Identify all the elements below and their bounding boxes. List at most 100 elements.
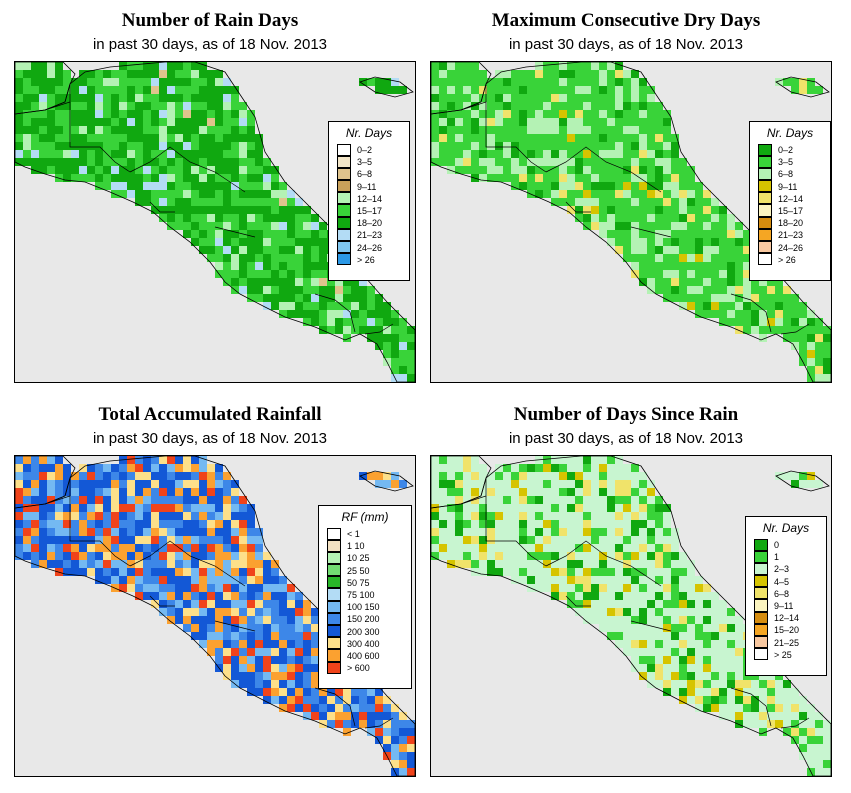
legend-label: > 25 bbox=[774, 649, 792, 660]
legend-item: 18–20 bbox=[337, 216, 401, 229]
legend-swatch bbox=[337, 192, 351, 205]
legend-dry-days: Nr. Days 0–2 3–5 6–8 9–11 12–14 15–17 18–20 21–… bbox=[749, 121, 831, 281]
legend-swatch bbox=[337, 204, 351, 217]
legend-item: 75 100 bbox=[327, 588, 403, 601]
legend-label: 50 75 bbox=[347, 577, 370, 588]
legend-swatch bbox=[327, 649, 341, 662]
legend-item: 6–8 bbox=[337, 167, 401, 181]
panel-dry-days: Maximum Consecutive Dry Days in past 30 … bbox=[416, 0, 836, 396]
legend-item: 1 bbox=[754, 550, 818, 563]
legend-label: 9–11 bbox=[357, 181, 377, 192]
map-canvas bbox=[15, 62, 415, 382]
legend-item: 100 150 bbox=[327, 600, 403, 613]
legend-item: 300 400 bbox=[327, 637, 403, 650]
legend-swatch bbox=[758, 167, 772, 181]
legend-item: 12–14 bbox=[754, 611, 818, 624]
legend-item: 200 300 bbox=[327, 625, 403, 638]
country-border bbox=[565, 595, 591, 607]
legend-swatch bbox=[758, 143, 772, 156]
legend-label: 6–8 bbox=[357, 169, 373, 180]
legend-since-rain: Nr. Days 0 1 2–3 4–5 6–8 9–11 12–14 15–20 21–25 >… bbox=[745, 516, 827, 676]
coastline bbox=[15, 62, 415, 382]
legend-swatch bbox=[337, 241, 351, 254]
country-border bbox=[364, 717, 394, 729]
map-grid-cells bbox=[431, 456, 831, 776]
legend-swatch bbox=[754, 636, 768, 649]
legend-swatch bbox=[327, 612, 341, 625]
legend-label: 6–8 bbox=[774, 588, 790, 599]
country-border bbox=[129, 540, 246, 587]
legend-item: 0–2 bbox=[758, 143, 822, 156]
legend-label: 1 10 bbox=[347, 541, 365, 552]
legend-label: 400 600 bbox=[347, 650, 380, 661]
legend-swatch bbox=[337, 167, 351, 181]
legend-label: 15–20 bbox=[774, 625, 800, 636]
coastline bbox=[431, 62, 831, 382]
legend-heading: Nr. Days bbox=[766, 126, 814, 140]
legend-swatch bbox=[758, 228, 772, 241]
legend-item: 9–11 bbox=[758, 180, 822, 193]
legend-label: 10 25 bbox=[347, 553, 370, 564]
legend-item: 0–2 bbox=[337, 143, 401, 156]
legend-swatch bbox=[754, 562, 768, 576]
country-border bbox=[780, 323, 810, 335]
panel-title: Number of Rain Days bbox=[121, 10, 299, 31]
legend-swatch bbox=[758, 180, 772, 193]
legend-label: 1 bbox=[774, 552, 780, 563]
legend-label: 12–14 bbox=[357, 193, 383, 204]
legend-swatch bbox=[327, 661, 341, 674]
legend-item: 4–5 bbox=[754, 575, 818, 588]
country-border bbox=[314, 293, 356, 333]
legend-label: 200 300 bbox=[347, 626, 380, 637]
legend-swatch bbox=[337, 228, 351, 241]
legend-item: 150 200 bbox=[327, 612, 403, 625]
legend-swatch bbox=[758, 155, 772, 168]
legend-label: 21–25 bbox=[774, 637, 800, 648]
country-border bbox=[149, 595, 175, 607]
coastline bbox=[359, 470, 414, 492]
legend-label: 0 bbox=[774, 540, 780, 551]
legend-label: 21–23 bbox=[778, 230, 804, 241]
legend-swatch bbox=[754, 611, 768, 624]
legend-swatch bbox=[754, 587, 768, 600]
panel-rainfall: Total Accumulated Rainfall in past 30 da… bbox=[0, 394, 420, 790]
legend-item: 9–11 bbox=[337, 180, 401, 193]
legend-item: 400 600 bbox=[327, 649, 403, 662]
legend-label: 21–23 bbox=[357, 230, 383, 241]
country-border bbox=[149, 201, 175, 213]
legend-label: 4–5 bbox=[774, 576, 790, 587]
coastline bbox=[359, 76, 414, 98]
legend-swatch bbox=[758, 204, 772, 217]
legend-item: 15–17 bbox=[758, 204, 822, 217]
legend-swatch bbox=[327, 637, 341, 650]
legend-label: 6–8 bbox=[778, 169, 794, 180]
legend-item: > 26 bbox=[337, 253, 401, 266]
legend-item: > 26 bbox=[758, 253, 822, 266]
legend-item: 12–14 bbox=[337, 192, 401, 205]
legend-rain-days: Nr. Days 0–2 3–5 6–8 9–11 12–14 15–17 18–20 21–… bbox=[328, 121, 410, 281]
panel-title: Total Accumulated Rainfall bbox=[98, 404, 322, 425]
legend-item: 12–14 bbox=[758, 192, 822, 205]
legend-label: < 1 bbox=[347, 529, 360, 540]
coastline bbox=[775, 470, 830, 492]
country-border bbox=[214, 226, 256, 238]
legend-swatch bbox=[754, 599, 768, 612]
country-border bbox=[730, 687, 772, 727]
legend-item: 3–5 bbox=[758, 155, 822, 168]
legend-item: 25 50 bbox=[327, 564, 403, 577]
legend-swatch bbox=[327, 588, 341, 601]
legend-label: 3–5 bbox=[778, 157, 794, 168]
country-border bbox=[460, 84, 487, 111]
map-grid-cells bbox=[431, 62, 831, 382]
legend-item: 6–8 bbox=[754, 587, 818, 600]
legend-swatch bbox=[327, 576, 341, 589]
legend-label: 15–17 bbox=[778, 206, 804, 217]
country-border bbox=[730, 293, 772, 333]
legend-item: 24–26 bbox=[758, 241, 822, 254]
coastline bbox=[775, 76, 830, 98]
coastline bbox=[431, 456, 831, 776]
legend-label: 12–14 bbox=[778, 193, 804, 204]
legend-item: > 25 bbox=[754, 648, 818, 661]
country-border bbox=[485, 496, 547, 567]
